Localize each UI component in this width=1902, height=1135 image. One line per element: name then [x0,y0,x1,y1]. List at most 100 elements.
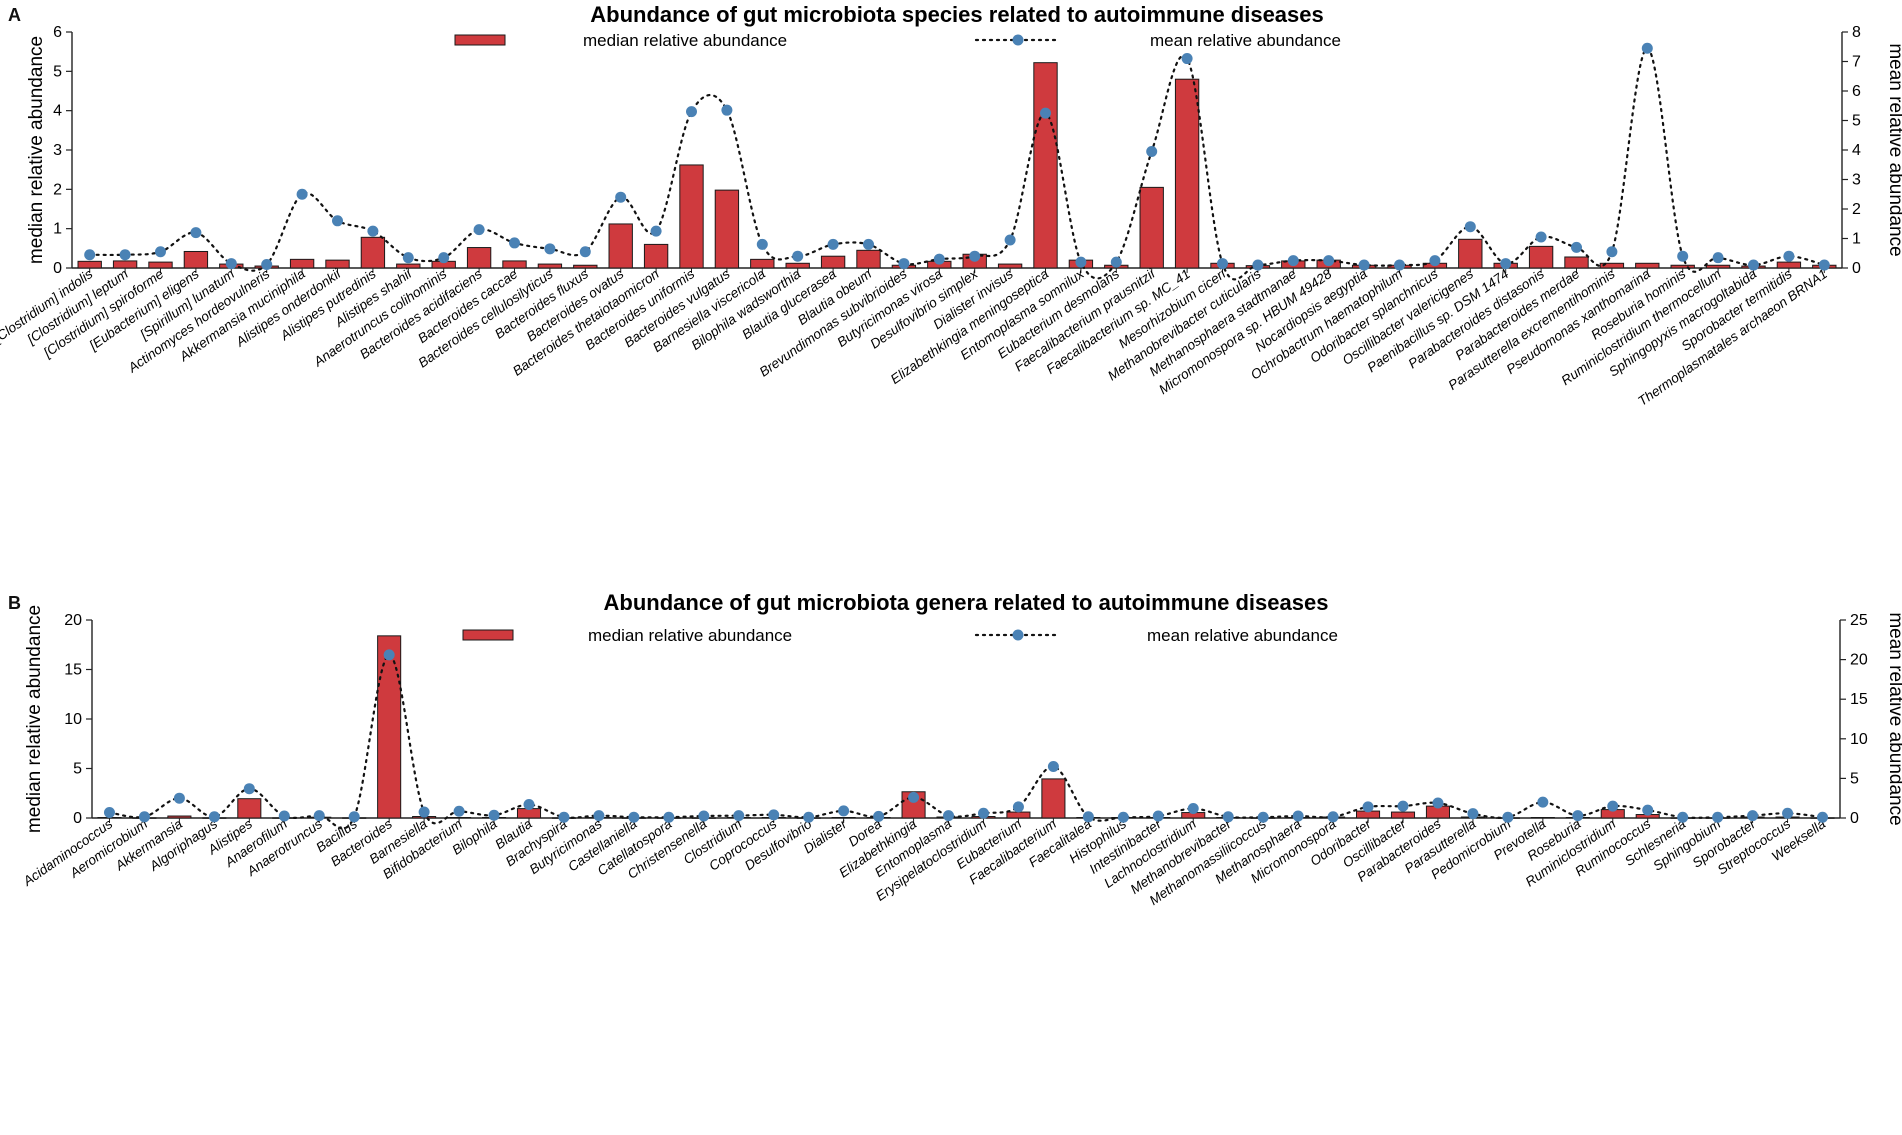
y-tick-label-right: 20 [1850,652,1868,669]
y-tick-label-right: 8 [1852,24,1861,41]
y-tick-label-left: 1 [53,221,62,238]
mean-point [278,810,290,822]
bar [396,263,421,269]
mean-point [261,258,273,270]
y-tick-label-right: 4 [1852,142,1861,159]
mean-point [977,807,989,819]
mean-point [733,810,745,822]
mean-point [438,252,450,264]
bar [1670,264,1695,269]
bar [856,249,881,269]
y-tick-label-left: 3 [53,142,62,159]
legend-bar-label: median relative abundance [583,31,787,50]
y-tick-label-left: 2 [53,181,62,198]
y-tick-label-right: 5 [1852,113,1861,130]
chart-genera: Abundance of gut microbiota genera relat… [20,590,1902,908]
mean-point [1712,811,1724,823]
mean-point [523,799,535,811]
legend-bar-label: median relative abundance [588,626,792,645]
mean-point [383,649,395,661]
bar [537,263,563,269]
mean-point [1252,259,1264,271]
y-tick-label-right: 10 [1850,731,1868,748]
bar [643,243,669,269]
mean-point [873,810,885,822]
mean-point [863,238,874,250]
y-tick-label-right: 0 [1850,810,1859,827]
mean-point [544,243,556,255]
mean-point [488,809,500,821]
mean-point [1535,231,1547,243]
bar [1041,778,1066,819]
y-axis-label-right: mean relative abundance [1885,43,1902,256]
bar [167,815,192,819]
mean-point [1397,800,1409,812]
bar [183,250,209,269]
mean-point [1782,807,1794,819]
mean-point [908,791,920,803]
mean-point [933,253,945,265]
mean-point [768,809,780,821]
y-tick-label-right: 25 [1850,612,1868,629]
mean-point [1607,800,1619,812]
mean-point [1783,250,1795,262]
y-tick-label-right: 0 [1852,260,1861,277]
mean-series-line [108,653,1824,830]
mean-point [208,811,220,823]
mean-point [1047,761,1059,773]
mean-point [1327,811,1339,823]
y-axis-label-left: median relative abundance [26,36,47,264]
y-tick-label-left: 10 [64,711,82,728]
mean-point [698,810,710,822]
mean-point [1429,255,1441,267]
mean-point [686,106,697,118]
bar [1776,261,1802,269]
legend-point-swatch [1012,629,1024,641]
y-axis-label-left: median relative abundance [24,605,45,833]
bar [750,258,775,269]
mean-point [1502,811,1514,823]
mean-point [1571,241,1582,253]
bar [831,817,856,819]
mean-point [1004,234,1016,246]
mean-point [827,238,839,250]
bar [1705,264,1731,269]
bar [820,255,846,269]
mean-point [1110,256,1122,268]
mean-series-line [88,47,1826,281]
mean-point [558,811,570,823]
y-tick-label-left: 0 [53,260,62,277]
mean-point [190,227,202,239]
mean-point [243,783,255,795]
bar [289,258,315,269]
mean-point [1323,255,1335,267]
legend-bar-swatch [462,629,514,641]
mean-point [943,810,955,822]
mean-point [1040,107,1051,119]
mean-point [173,792,185,804]
mean-point [138,811,150,823]
mean-point [615,191,627,203]
mean-point [418,806,430,818]
mean-point [1747,810,1759,822]
mean-point [1362,801,1374,813]
bar [1390,811,1416,819]
mean-point [1217,258,1228,270]
mean-point [1537,796,1549,808]
panel-a-letter: A [8,5,21,25]
y-tick-label-right: 15 [1850,691,1868,708]
mean-point [473,224,485,236]
mean-point [1677,811,1689,823]
mean-point [1464,221,1476,233]
mean-point [1152,810,1164,822]
y-tick-label-left: 0 [73,810,82,827]
bar [377,635,402,819]
y-tick-label-left: 5 [73,761,82,778]
chart-title: Abundance of gut microbiota species rela… [590,2,1324,27]
y-tick-label-left: 20 [64,612,82,629]
bar [608,223,633,269]
mean-point [1075,256,1087,268]
y-tick-label-right: 6 [1852,83,1861,100]
mean-point [1181,53,1193,65]
y-tick-label-right: 5 [1850,770,1859,787]
